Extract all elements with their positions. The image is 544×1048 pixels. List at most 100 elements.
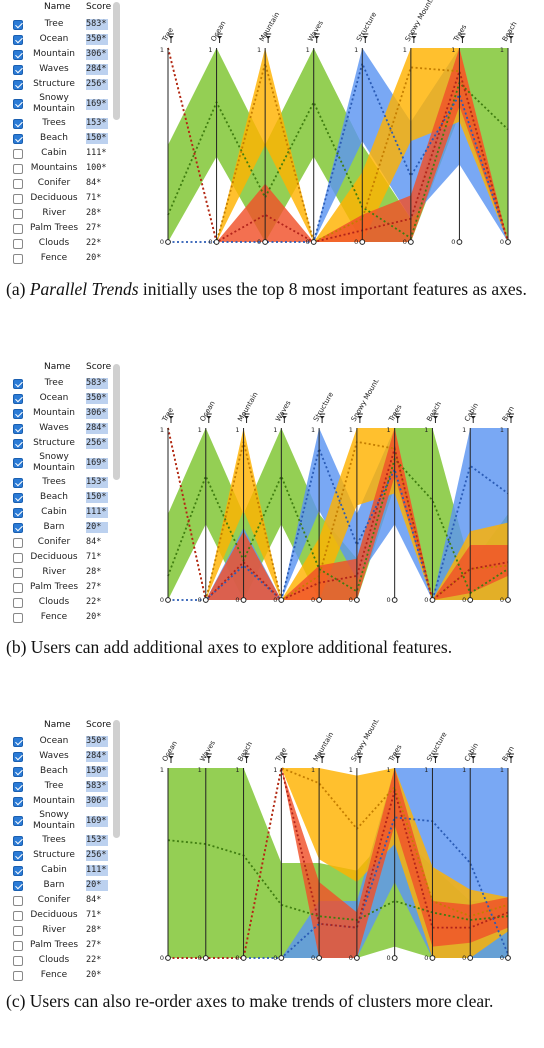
axis-handle[interactable] — [240, 955, 247, 961]
sort-icon[interactable] — [362, 33, 369, 43]
feature-checkbox[interactable] — [13, 940, 23, 951]
axis-handle[interactable] — [505, 955, 511, 961]
axis-label[interactable]: Cabin — [463, 742, 480, 763]
sort-icon[interactable] — [265, 33, 272, 43]
feature-checkbox[interactable] — [13, 582, 23, 593]
feature-row[interactable]: Beach 150* — [0, 490, 110, 505]
feature-row[interactable]: Palm Trees 27* — [0, 221, 110, 236]
sort-icon[interactable] — [319, 753, 326, 763]
axis-handle[interactable] — [202, 597, 209, 603]
sort-icon[interactable] — [281, 753, 288, 763]
feature-checkbox[interactable] — [13, 816, 23, 826]
feature-row[interactable]: Beach 150* — [0, 131, 110, 146]
feature-checkbox[interactable] — [13, 49, 23, 60]
axis-handle[interactable] — [353, 597, 360, 603]
sort-icon[interactable] — [508, 33, 514, 43]
feature-row[interactable]: Conifer 84* — [0, 893, 110, 908]
sort-icon[interactable] — [508, 413, 514, 423]
feature-checkbox[interactable] — [13, 537, 23, 548]
axis-handle[interactable] — [278, 597, 285, 603]
feature-row[interactable]: Snowy Mountain 169* — [0, 809, 110, 833]
feature-row[interactable]: Cabin 111* — [0, 146, 110, 161]
feature-checkbox[interactable] — [13, 438, 23, 449]
feature-row[interactable]: River 28* — [0, 206, 110, 221]
axis-label[interactable]: Tree — [274, 746, 289, 764]
feature-row[interactable]: Palm Trees 27* — [0, 938, 110, 953]
feature-checkbox[interactable] — [13, 522, 23, 533]
feature-row[interactable]: Clouds 22* — [0, 595, 110, 610]
feature-row[interactable]: Snowy Mountain 169* — [0, 92, 110, 116]
feature-row[interactable]: Deciduous 71* — [0, 550, 110, 565]
feature-row[interactable]: Ocean 350* — [0, 734, 110, 749]
axis-label[interactable]: Ocean — [209, 20, 227, 43]
axis-handle[interactable] — [316, 597, 323, 603]
feature-row[interactable]: Trees 153* — [0, 475, 110, 490]
sort-icon[interactable] — [356, 753, 363, 763]
feature-row[interactable]: Clouds 22* — [0, 953, 110, 968]
feature-checkbox[interactable] — [13, 163, 23, 174]
sort-icon[interactable] — [216, 33, 223, 43]
sort-icon[interactable] — [470, 413, 477, 423]
feature-row[interactable]: Barn 20* — [0, 520, 110, 535]
axis-handle[interactable] — [407, 239, 414, 245]
sort-icon[interactable] — [432, 753, 439, 763]
feature-row[interactable]: River 28* — [0, 565, 110, 580]
feature-row[interactable]: Mountain 306* — [0, 794, 110, 809]
axis-label[interactable]: Cabin — [463, 402, 480, 423]
axis-handle[interactable] — [467, 597, 474, 603]
feature-checkbox[interactable] — [13, 612, 23, 623]
axis-handle[interactable] — [278, 955, 285, 961]
feature-checkbox[interactable] — [13, 458, 23, 468]
feature-row[interactable]: Tree 583* — [0, 17, 110, 32]
feature-checkbox[interactable] — [13, 766, 23, 777]
axis-handle[interactable] — [240, 597, 247, 603]
feature-checkbox[interactable] — [13, 492, 23, 503]
red-cluster-band[interactable] — [168, 48, 508, 242]
feature-row[interactable]: Waves 284* — [0, 749, 110, 764]
axis-handle[interactable] — [429, 955, 436, 961]
axis-handle[interactable] — [359, 239, 366, 245]
feature-list-scrollbar[interactable] — [113, 364, 120, 480]
feature-row[interactable]: Waves 284* — [0, 421, 110, 436]
sort-icon[interactable] — [432, 413, 439, 423]
axis-handle[interactable] — [202, 955, 209, 961]
sort-icon[interactable] — [281, 413, 288, 423]
sort-icon[interactable] — [243, 753, 250, 763]
axis-label[interactable]: Waves — [199, 739, 218, 763]
feature-row[interactable]: Trees 153* — [0, 833, 110, 848]
sort-icon[interactable] — [508, 753, 514, 763]
axis-label[interactable]: Snowy Mountain — [350, 720, 386, 763]
axis-label[interactable]: Beach — [236, 740, 254, 763]
feature-checkbox[interactable] — [13, 597, 23, 608]
feature-checkbox[interactable] — [13, 507, 23, 518]
axis-handle[interactable] — [391, 597, 398, 603]
feature-checkbox[interactable] — [13, 253, 23, 264]
axis-label[interactable]: Mountain — [258, 11, 281, 43]
axis-handle[interactable] — [429, 597, 436, 603]
feature-row[interactable]: Conifer 84* — [0, 535, 110, 550]
axis-label[interactable]: Trees — [387, 403, 404, 424]
sort-icon[interactable] — [410, 33, 417, 43]
feature-checkbox[interactable] — [13, 148, 23, 159]
axis-label[interactable]: Ocean — [199, 400, 217, 423]
feature-checkbox[interactable] — [13, 751, 23, 762]
feature-checkbox[interactable] — [13, 477, 23, 488]
feature-checkbox[interactable] — [13, 34, 23, 45]
feature-row[interactable]: Structure 256* — [0, 848, 110, 863]
feature-checkbox[interactable] — [13, 378, 23, 389]
feature-checkbox[interactable] — [13, 208, 23, 219]
axis-handle[interactable] — [391, 955, 398, 961]
axis-label[interactable]: Snowy Mountain — [350, 380, 386, 423]
feature-row[interactable]: Barn 20* — [0, 878, 110, 893]
feature-checkbox[interactable] — [13, 880, 23, 891]
red-cluster-band[interactable] — [168, 428, 508, 600]
feature-row[interactable]: Mountains 100* — [0, 161, 110, 176]
feature-list-scrollbar[interactable] — [113, 2, 120, 120]
feature-row[interactable]: Beach 150* — [0, 764, 110, 779]
axis-handle[interactable] — [213, 239, 220, 245]
feature-row[interactable]: Deciduous 71* — [0, 191, 110, 206]
axis-label[interactable]: Trees — [452, 23, 469, 44]
feature-checkbox[interactable] — [13, 99, 23, 109]
axis-label[interactable]: Tree — [160, 26, 175, 44]
axis-label[interactable]: Tree — [160, 406, 175, 424]
